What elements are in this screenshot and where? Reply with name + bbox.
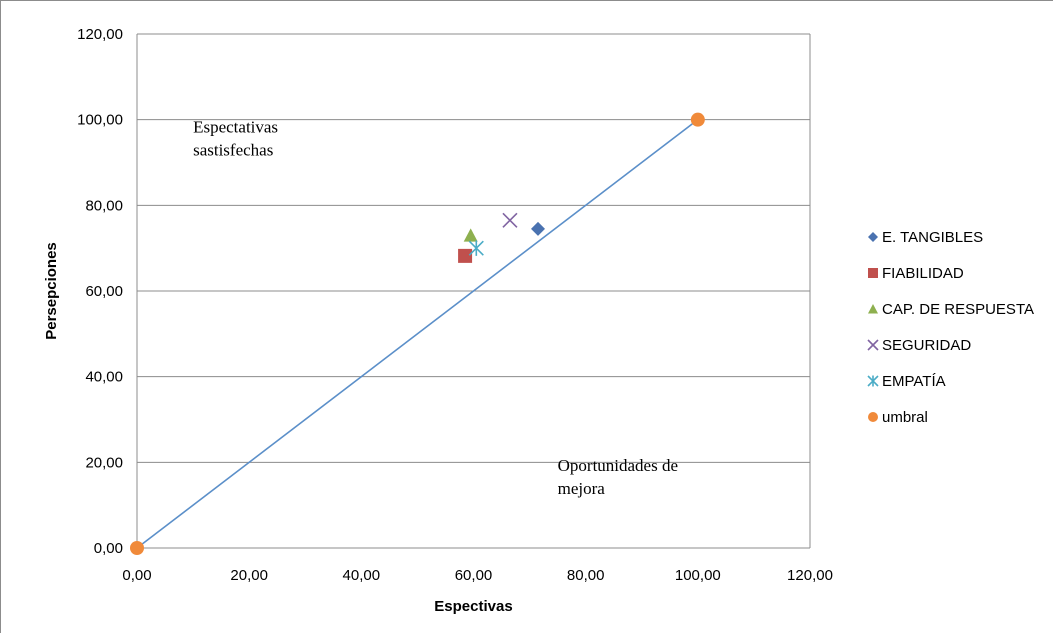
annotation-text: Espectativas bbox=[193, 118, 278, 137]
annotation-text: sastisfechas bbox=[193, 141, 273, 160]
y-tick-label: 40,00 bbox=[85, 369, 123, 386]
data-point bbox=[130, 541, 144, 555]
legend-label: FIABILIDAD bbox=[882, 265, 964, 282]
x-tick-label: 40,00 bbox=[343, 567, 381, 584]
annotation-text: mejora bbox=[558, 479, 606, 498]
y-tick-label: 0,00 bbox=[94, 540, 123, 557]
y-axis-title: Persepciones bbox=[43, 242, 60, 340]
legend-marker bbox=[868, 304, 878, 314]
x-tick-label: 0,00 bbox=[122, 567, 151, 584]
x-tick-label: 100,00 bbox=[675, 567, 721, 584]
x-tick-label: 120,00 bbox=[787, 567, 833, 584]
legend-label: umbral bbox=[882, 409, 928, 426]
data-point bbox=[502, 212, 518, 228]
data-point bbox=[463, 228, 478, 242]
data-point bbox=[530, 221, 545, 236]
y-tick-label: 80,00 bbox=[85, 197, 123, 214]
marker-stroke bbox=[502, 212, 518, 228]
data-point bbox=[468, 240, 484, 256]
legend-marker bbox=[868, 268, 878, 278]
legend-label: E. TANGIBLES bbox=[882, 229, 983, 246]
x-tick-label: 20,00 bbox=[230, 567, 268, 584]
data-point bbox=[690, 112, 705, 127]
y-tick-label: 60,00 bbox=[85, 283, 123, 300]
legend-label: CAP. DE RESPUESTA bbox=[882, 301, 1034, 318]
legend-label: SEGURIDAD bbox=[882, 337, 971, 354]
legend-marker bbox=[867, 339, 879, 351]
data-point bbox=[458, 248, 473, 263]
x-axis-title: Espectivas bbox=[434, 598, 512, 615]
legend-marker bbox=[868, 232, 878, 242]
marker-stroke bbox=[867, 339, 879, 351]
reference-line bbox=[136, 119, 699, 549]
y-tick-label: 120,00 bbox=[77, 26, 123, 43]
x-tick-label: 60,00 bbox=[455, 567, 493, 584]
x-tick-label: 80,00 bbox=[567, 567, 605, 584]
y-tick-label: 100,00 bbox=[77, 112, 123, 129]
y-tick-label: 20,00 bbox=[85, 454, 123, 471]
annotation-text: Oportunidades de bbox=[558, 456, 678, 475]
legend-label: EMPATÍA bbox=[882, 373, 946, 390]
legend-marker bbox=[868, 412, 878, 422]
legend-marker bbox=[867, 375, 879, 387]
